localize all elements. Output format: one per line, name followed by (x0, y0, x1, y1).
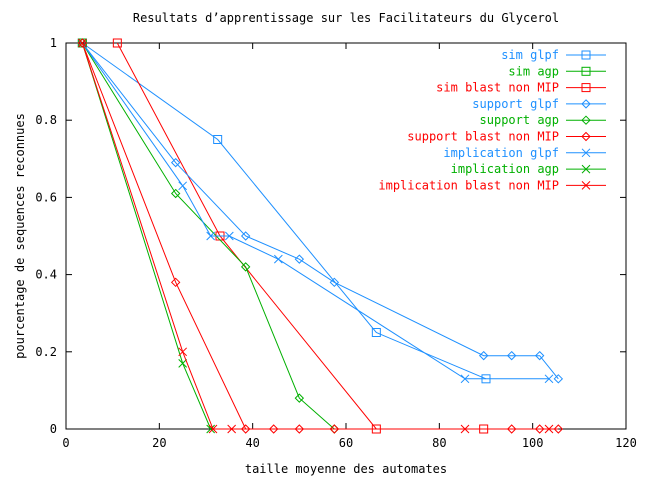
data-point (544, 374, 554, 384)
x-axis-label: taille moyenne des automates (245, 462, 447, 476)
data-point (553, 374, 564, 384)
data-point (460, 374, 470, 384)
x-tick-label: 120 (615, 436, 637, 450)
data-point (170, 157, 181, 168)
legend-item-sim-agp: sim agp (508, 64, 606, 78)
data-point (208, 424, 218, 434)
data-point (534, 424, 545, 434)
data-point (178, 347, 188, 357)
data-point (294, 393, 305, 403)
data-point (213, 135, 223, 144)
data-point (294, 424, 305, 434)
legend-label: support agp (480, 113, 559, 127)
data-point (240, 231, 251, 241)
data-point (206, 424, 216, 434)
data-point (371, 328, 381, 337)
legend-item-support-blast-non-mip: support blast non MIP (407, 130, 606, 144)
legend-item-support-agp: support agp (480, 113, 606, 127)
y-tick-label: 0.4 (35, 268, 57, 282)
legend-marker (581, 50, 591, 60)
data-point (170, 188, 181, 199)
data-point (506, 350, 517, 361)
legend-marker (581, 164, 591, 174)
axis-ticks: 0 20 40 60 80 100 120 0 0.2 0.4 0.6 0.8 1 (35, 36, 637, 450)
series-line (81, 42, 335, 430)
series-implication-blast-non-mip (77, 38, 554, 434)
legend-marker (581, 131, 591, 142)
legend-label: sim agp (508, 64, 559, 78)
data-point (170, 277, 181, 288)
legend-marker (581, 99, 591, 109)
legend-item-sim-blast-non-mip: sim blast non MIP (436, 81, 606, 95)
x-tick-label: 0 (62, 436, 69, 450)
data-point (329, 424, 340, 434)
data-point (478, 350, 489, 361)
y-tick-label: 0.2 (35, 345, 57, 359)
data-point (227, 424, 237, 434)
legend: sim glpf sim agp sim blast non MIP support … (378, 48, 606, 192)
data-point (224, 231, 234, 241)
legend-marker (581, 148, 591, 158)
legend-label: implication blast non MIP (378, 178, 559, 192)
legend-item-implication-blast-non-mip: implication blast non MIP (378, 178, 606, 192)
legend-item-support-glpf: support glpf (472, 97, 606, 111)
legend-label: support blast non MIP (407, 130, 559, 144)
legend-marker (581, 83, 591, 93)
data-point (460, 424, 470, 434)
x-tick-label: 100 (522, 436, 544, 450)
data-point (77, 38, 88, 48)
legend-marker (581, 115, 591, 125)
data-point (77, 38, 87, 48)
legend-marker (581, 181, 591, 190)
data-point (240, 262, 251, 272)
legend-item-implication-agp: implication agp (451, 162, 606, 176)
data-point (553, 424, 564, 434)
legend-label: sim glpf (501, 48, 559, 62)
data-point (544, 424, 554, 434)
x-tick-label: 60 (339, 436, 353, 450)
x-tick-label: 20 (152, 436, 166, 450)
legend-label: support glpf (472, 97, 559, 111)
data-point (329, 277, 340, 288)
data-point (206, 231, 216, 241)
series-support-agp (77, 38, 340, 434)
legend-item-implication-glpf: implication glpf (443, 146, 606, 160)
y-tick-label: 0.6 (35, 190, 57, 204)
legend-label: implication agp (451, 162, 559, 176)
data-point (112, 38, 122, 48)
series-line (81, 42, 559, 380)
series-layer (77, 38, 564, 434)
data-point (294, 254, 305, 264)
series-line (116, 42, 484, 430)
data-point (178, 181, 188, 191)
data-point (240, 424, 251, 434)
y-axis-label: pourcentage de sequences reconnues (13, 113, 27, 359)
data-point (268, 424, 279, 434)
data-point (178, 359, 188, 368)
y-tick-label: 0 (50, 422, 57, 436)
chart-title: Resultats d’apprentissage sur les Facili… (133, 11, 559, 25)
x-tick-label: 80 (432, 436, 446, 450)
x-tick-label: 40 (245, 436, 259, 450)
series-sim-glpf (77, 38, 491, 384)
data-point (273, 254, 283, 264)
series-sim-blast-non-mip (112, 38, 489, 434)
legend-label: implication glpf (443, 146, 559, 160)
legend-label: sim blast non MIP (436, 81, 559, 95)
legend-marker (581, 66, 591, 76)
data-point (534, 350, 545, 361)
y-tick-label: 0.8 (35, 113, 57, 127)
y-tick-label: 1 (50, 36, 57, 50)
data-point (506, 424, 517, 434)
series-line (81, 42, 549, 430)
series-line (82, 42, 487, 380)
legend-item-sim-glpf: sim glpf (501, 48, 606, 62)
